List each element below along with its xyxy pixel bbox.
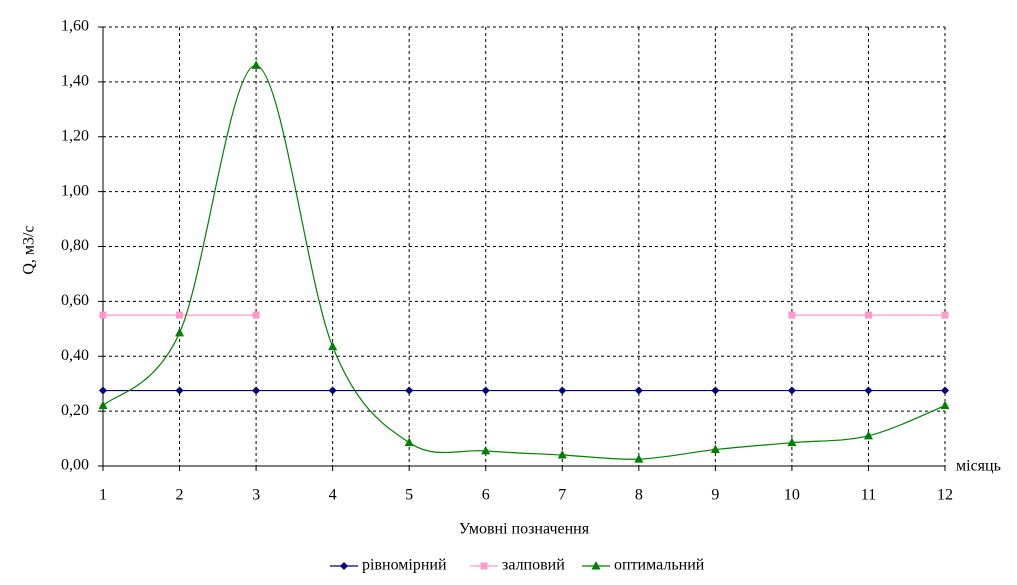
marker <box>940 400 950 410</box>
marker <box>328 386 337 395</box>
x-tick-label: 1 <box>99 487 107 504</box>
marker <box>788 311 796 319</box>
marker <box>941 386 949 395</box>
x-tick-label: 4 <box>329 487 337 504</box>
marker <box>98 400 108 410</box>
legend-marker <box>591 561 601 570</box>
marker <box>557 450 567 459</box>
y-tick-label: 0,00 <box>61 457 89 474</box>
marker <box>634 386 643 395</box>
x-tick-label: 2 <box>176 487 184 504</box>
marker <box>175 386 184 395</box>
y-axis-title: Q, м3/с <box>21 225 38 274</box>
y-tick-label: 0,20 <box>61 402 89 419</box>
marker <box>481 445 491 455</box>
x-tick-label: 10 <box>784 487 800 504</box>
marker <box>787 437 797 447</box>
legend-marker <box>340 562 348 570</box>
marker <box>404 437 414 447</box>
marker <box>481 386 490 395</box>
marker <box>558 386 567 395</box>
marker <box>710 444 720 454</box>
x-tick-label: 12 <box>937 487 953 504</box>
y-tick-label: 0,60 <box>61 292 89 309</box>
marker <box>405 386 414 395</box>
x-tick-label: 5 <box>405 487 413 504</box>
x-tick-label: 8 <box>635 487 643 504</box>
marker <box>864 386 873 395</box>
marker <box>634 454 644 463</box>
marker <box>176 311 184 319</box>
marker <box>941 311 949 319</box>
y-tick-label: 1,20 <box>61 127 89 144</box>
marker <box>252 311 260 319</box>
marker <box>99 311 107 319</box>
marker <box>252 386 261 395</box>
marker <box>328 341 338 351</box>
legend-label: рівномірний <box>362 557 447 574</box>
y-tick-label: 1,60 <box>61 18 89 35</box>
x-tick-label: 3 <box>252 487 260 504</box>
legend-marker <box>480 562 488 570</box>
marker <box>711 386 720 395</box>
legend-label: залповий <box>502 557 565 574</box>
x-tick-label: 6 <box>482 487 490 504</box>
marker <box>787 386 796 395</box>
x-axis-title: місяць <box>956 458 1001 475</box>
marker <box>251 60 261 69</box>
legend-title: Умовні позначення <box>459 521 590 538</box>
marker <box>864 311 872 319</box>
y-tick-label: 1,00 <box>61 182 89 199</box>
y-tick-label: 0,80 <box>61 237 89 254</box>
x-tick-label: 7 <box>558 487 566 504</box>
marker <box>175 327 185 337</box>
x-tick-label: 9 <box>711 487 719 504</box>
y-tick-label: 0,40 <box>61 347 89 364</box>
legend-label: оптимальний <box>614 557 705 574</box>
series-line <box>102 64 946 460</box>
y-tick-label: 1,40 <box>61 73 89 90</box>
x-tick-label: 11 <box>861 487 876 504</box>
marker <box>99 386 107 395</box>
marker <box>863 430 873 440</box>
